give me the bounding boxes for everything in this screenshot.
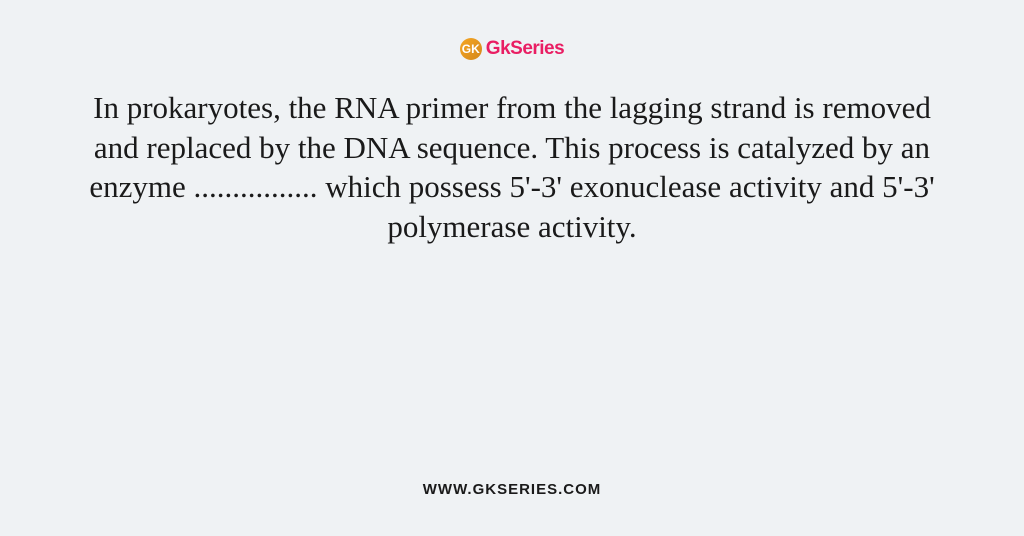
- logo-icon: GK: [460, 38, 482, 60]
- website-url: WWW.GKSERIES.COM: [423, 481, 602, 498]
- logo-icon-text: GK: [462, 42, 480, 56]
- question-text: In prokaryotes, the RNA primer from the …: [52, 88, 972, 247]
- logo-container: GK GkSeries: [460, 38, 564, 60]
- logo-brand-text: GkSeries: [486, 38, 564, 60]
